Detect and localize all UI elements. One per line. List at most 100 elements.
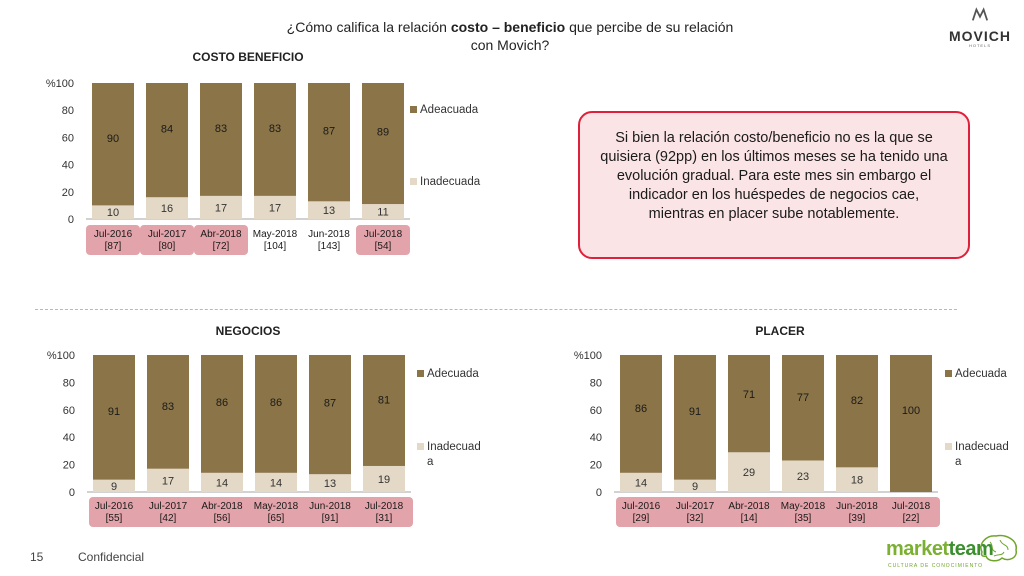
legend-swatch-adecuada [945, 370, 952, 377]
y-tick-label: 0 [596, 487, 602, 499]
legend-label-inadecuada-wrap: a [427, 456, 434, 468]
data-label-inadecuada: 9 [111, 481, 117, 493]
category-label: May-2018 [253, 229, 298, 240]
bar-inadecuada [620, 472, 662, 492]
category-label: Jul-2018 [892, 501, 931, 512]
bar-adecuada [308, 83, 350, 202]
bar-inadecuada [254, 195, 296, 219]
category-label: Jun-2018 [309, 501, 351, 512]
data-label-inadecuada: 29 [743, 467, 755, 479]
data-label-adecuada: 100 [902, 405, 920, 417]
data-label-adecuada: 83 [162, 401, 174, 413]
legend-swatch-adecuada [410, 106, 417, 113]
category-highlight [89, 497, 413, 527]
legend-label-inadecuada: Inadecuad [427, 441, 481, 453]
logo-name: MOVICH [949, 28, 1011, 44]
movich-mark-icon [971, 7, 989, 21]
brand-part1: market [886, 538, 949, 560]
bar-adecuada [92, 83, 134, 206]
bar-adecuada [620, 355, 662, 473]
legend-label-inadecuada-wrap: a [955, 456, 962, 468]
category-highlight [356, 225, 410, 255]
data-label-adecuada: 87 [324, 398, 336, 410]
bar-adecuada [363, 355, 405, 466]
category-base: [91] [322, 513, 339, 524]
category-highlight [194, 225, 248, 255]
category-base: [54] [375, 241, 392, 252]
logo-sub: HOTELS [968, 43, 991, 48]
page-title: ¿Cómo califica la relación costo – benef… [200, 18, 820, 54]
y-tick-label: 0 [68, 214, 74, 226]
category-base: [80] [159, 241, 176, 252]
category-base: [42] [160, 513, 177, 524]
bar-adecuada [674, 355, 716, 480]
bar-inadecuada [363, 465, 405, 492]
y-tick-label: 60 [63, 405, 75, 417]
data-label-inadecuada: 11 [377, 207, 388, 219]
legend-label-adecuada: Adecuada [427, 368, 479, 380]
category-base: [65] [268, 513, 285, 524]
bar-inadecuada [201, 472, 243, 492]
data-label-inadecuada: 17 [162, 475, 174, 487]
bar-adecuada [147, 355, 189, 469]
legend-swatch-adecuada [417, 370, 424, 377]
data-label-adecuada: 91 [108, 406, 120, 418]
chart-title-placer: PLACER [755, 324, 805, 338]
bar-inadecuada [200, 195, 242, 219]
bar-inadecuada [255, 472, 297, 492]
data-label-adecuada: 87 [323, 125, 335, 137]
data-label-inadecuada: 13 [324, 478, 336, 490]
bar-inadecuada [146, 197, 188, 219]
y-tick-label: 60 [590, 405, 602, 417]
y-tick-label: 20 [62, 187, 74, 199]
marketteam-logo: marketteam CULTURA DE CONOCIMIENTO [884, 530, 1024, 576]
bar-inadecuada [674, 479, 716, 492]
y-tick-label: 0 [69, 487, 75, 499]
data-label-inadecuada: 17 [215, 202, 227, 214]
bar-adecuada [362, 83, 404, 205]
data-label-adecuada: 81 [378, 394, 390, 406]
category-base: [56] [214, 513, 231, 524]
bar-adecuada [782, 355, 824, 461]
category-base: [87] [105, 241, 122, 252]
bar-inadecuada [782, 460, 824, 492]
category-base: [32] [687, 513, 704, 524]
bar-adecuada [146, 83, 188, 198]
category-label: Jul-2016 [94, 229, 133, 240]
data-label-inadecuada: 14 [270, 477, 282, 489]
movich-logo: MOVICH HOTELS [940, 6, 1020, 50]
bar-inadecuada [836, 467, 878, 492]
category-label: Jul-2016 [622, 501, 661, 512]
category-base: [55] [106, 513, 123, 524]
y-tick-label: %100 [574, 350, 602, 362]
legend-label-adecuada: Adeacuada [420, 104, 479, 116]
category-label: Jul-2017 [149, 501, 188, 512]
data-label-inadecuada: 10 [107, 207, 119, 219]
category-base: [29] [633, 513, 650, 524]
category-label: Jun-2018 [836, 501, 878, 512]
category-base: [14] [741, 513, 758, 524]
data-label-inadecuada: 13 [323, 205, 335, 217]
category-base: [39] [849, 513, 866, 524]
bar-adecuada [93, 355, 135, 480]
y-tick-label: %100 [46, 78, 74, 90]
data-label-adecuada: 90 [107, 133, 119, 145]
data-label-adecuada: 91 [689, 406, 701, 418]
data-label-adecuada: 77 [797, 392, 809, 404]
bar-adecuada [836, 355, 878, 468]
bar-inadecuada [92, 205, 134, 219]
bar-inadecuada [93, 479, 135, 492]
data-label-inadecuada: 14 [216, 477, 228, 489]
y-tick-label: 40 [62, 160, 74, 172]
y-tick-label: 80 [62, 105, 74, 117]
data-label-inadecuada: 23 [797, 471, 809, 483]
bar-adecuada [201, 355, 243, 473]
bar-adecuada [309, 355, 351, 475]
legend-swatch-inadecuada [945, 443, 952, 450]
category-label: Abr-2018 [728, 501, 770, 512]
chart-title-negocios: NEGOCIOS [215, 324, 281, 338]
title-line2: con Movich? [470, 37, 550, 53]
brain-icon [980, 534, 1017, 562]
category-base: [104] [264, 241, 286, 252]
y-tick-label: 60 [62, 132, 74, 144]
